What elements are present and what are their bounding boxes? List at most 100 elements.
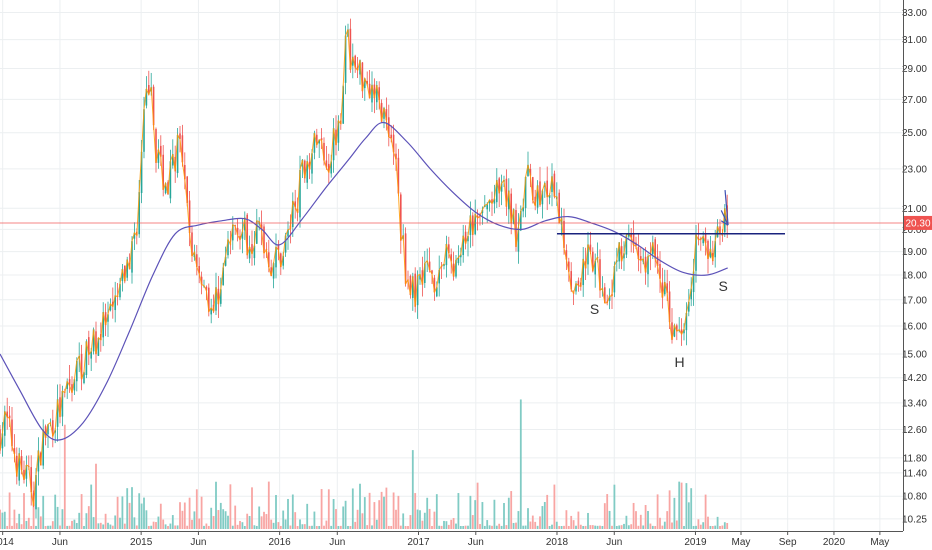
volume-bar [107,522,109,529]
volume-bar [603,503,606,529]
candle-body [448,244,450,254]
candle-body [383,107,385,119]
candle-body [431,270,433,274]
candle-body [510,193,512,224]
volume-bar [11,525,13,529]
candle-body [419,274,421,280]
candle-body [181,135,184,163]
candle-body [568,261,570,272]
candle-body [32,492,35,506]
candle-body [332,128,335,161]
candle-body [421,270,424,285]
candle-body [179,133,181,140]
candle-body [359,60,361,75]
volume-bar [368,492,371,529]
volume-bar [692,525,695,529]
price-line [0,29,728,507]
candle-body [102,312,104,338]
wedge-spike-line[interactable] [724,190,729,226]
volume-bar [212,516,215,529]
volume-bar [253,525,256,529]
volume-bar [675,520,678,529]
volume-bar [668,490,671,529]
candle-body [112,301,114,307]
x-tick-label: 2017 [407,537,430,548]
volume-bar [469,495,472,529]
y-tick-label: 25.00 [902,128,927,139]
candle-body [613,266,616,293]
candle-body [260,224,263,230]
volume-bar [563,525,565,529]
candle-body [277,244,280,250]
candle-body [692,271,695,293]
candle-body [472,215,474,235]
candle-body [239,236,241,240]
candle-body [85,341,88,375]
volume-bar [654,525,657,529]
candle-body [553,173,556,197]
candle-body [251,244,253,254]
candle-body [707,240,709,260]
volume-bar [143,497,145,529]
volume-bar [27,517,30,529]
volume-bar [246,513,249,529]
candle-body [263,226,265,254]
volume-bar [471,515,474,529]
candle-body [11,419,13,447]
candle-body [208,287,210,312]
volume-bar [39,516,42,529]
candle-body [148,85,150,95]
volume-bar [642,525,645,529]
volume-bar [539,516,541,529]
volume-bar [512,522,515,529]
volume-bar [702,522,705,529]
volume-bar [85,513,88,529]
volume-bar [459,526,462,529]
y-tick-label: 10.80 [902,492,927,503]
volume-bar [517,511,520,529]
volume-bar [404,525,407,529]
candle-body [248,246,251,259]
candle-body [522,207,524,212]
candle-body [724,208,726,233]
volume-bar [687,502,690,529]
volume-bar [416,509,419,529]
candle-body [299,170,301,218]
volume-bar [363,497,366,529]
wedge-upper-line[interactable] [720,210,729,226]
volume-bar [128,502,131,529]
candle-body [532,177,534,201]
volume-bar [531,515,534,529]
candle-body [680,329,683,335]
candle-body [450,254,452,262]
candle-body [232,224,234,241]
x-tick-label: Jun [468,537,484,548]
volume-bar [647,510,649,529]
candle-body [61,391,64,417]
candle-body [349,28,352,70]
volume-bar [59,525,61,529]
candle-body [337,120,340,143]
candle-body [671,322,673,340]
candle-body [131,241,133,273]
candle-body [594,260,596,275]
candle-body [316,134,318,145]
candle-body [256,220,258,244]
candle-body [186,176,188,203]
volume-bar [483,525,486,529]
volume-bar [234,505,237,529]
candle-body [493,198,496,204]
volume-bar [342,506,345,529]
candle-body [90,351,92,359]
candle-body [491,199,493,204]
volume-bar [198,518,201,529]
candle-body [268,252,270,268]
candle-body [222,267,224,286]
volume-bar [651,525,654,529]
candle-body [320,138,323,141]
volume-bar [42,495,45,529]
wedge-lower-line[interactable] [720,220,729,226]
volume-bar [219,502,222,529]
volume-bar [133,517,136,529]
